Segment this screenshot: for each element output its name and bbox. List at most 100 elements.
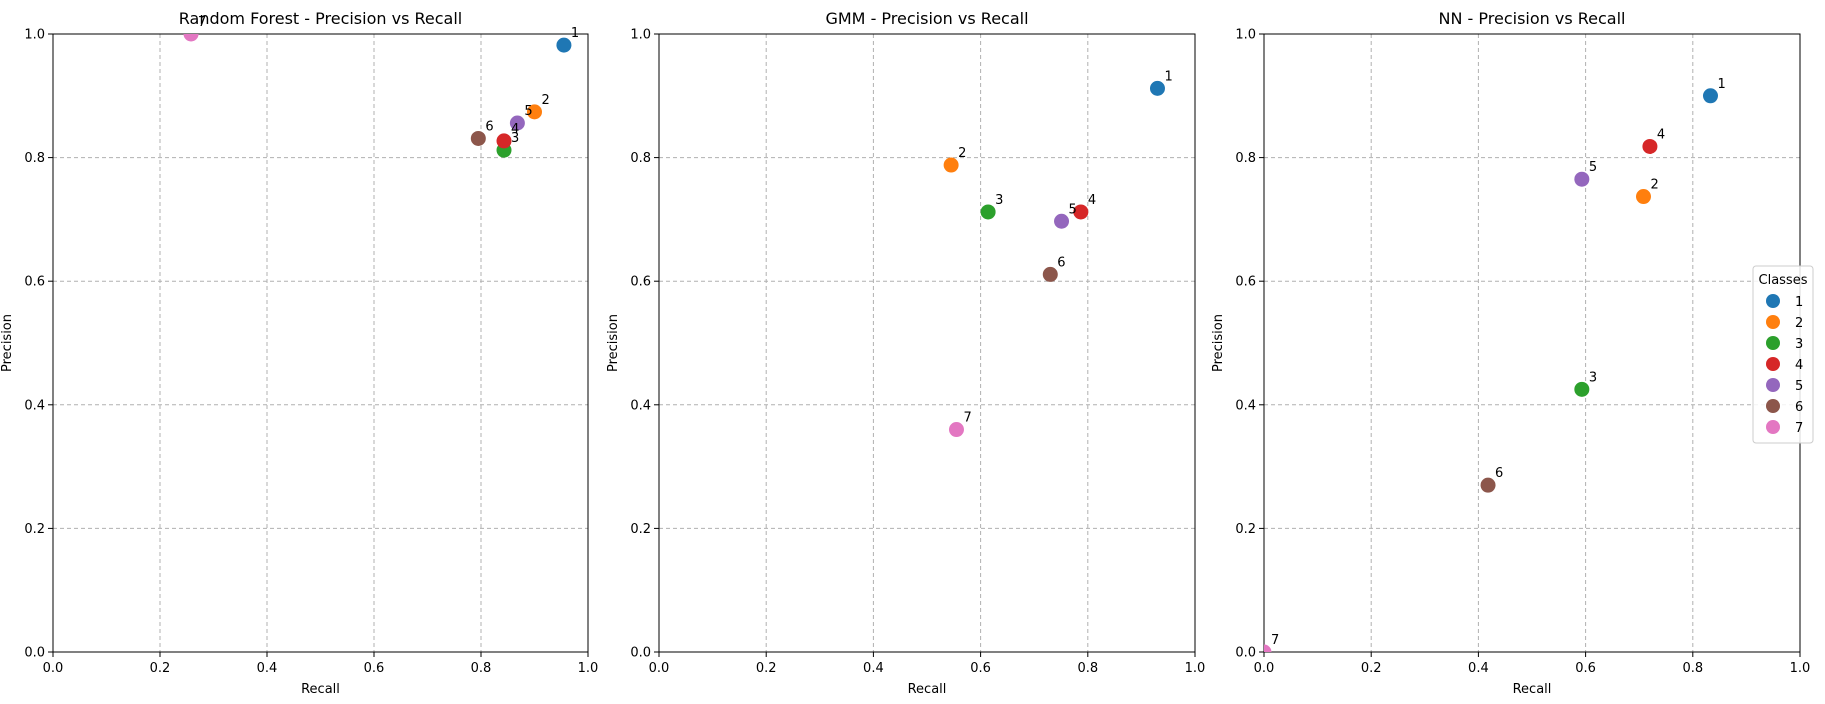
point-class-4 <box>496 133 512 149</box>
x-tick-label: 0.6 <box>364 661 385 676</box>
y-tick-label: 0.6 <box>630 275 651 290</box>
legend-label-4: 4 <box>1795 358 1803 373</box>
point-label-4: 4 <box>1088 193 1096 208</box>
point-class-6 <box>1042 266 1058 282</box>
point-label-3: 3 <box>511 131 519 146</box>
x-tick-label: 0.6 <box>970 661 991 676</box>
axes-frame <box>658 33 1196 653</box>
point-label-4: 4 <box>511 122 519 137</box>
legend-label-7: 7 <box>1795 421 1803 436</box>
x-tick-label: 0.0 <box>649 661 670 676</box>
x-tick-label: 0.4 <box>257 661 278 676</box>
x-tick-label: 0.2 <box>150 661 171 676</box>
chart-title: NN - Precision vs Recall <box>1439 9 1626 28</box>
y-axis-label: Precision <box>0 314 15 372</box>
axes-frame <box>1263 33 1801 653</box>
points <box>1264 88 1718 652</box>
point-label-2: 2 <box>542 93 550 108</box>
point-class-3 <box>1574 381 1590 397</box>
point-class-5 <box>1574 171 1590 187</box>
point-label-4: 4 <box>1657 127 1665 142</box>
point-class-4 <box>1642 138 1658 154</box>
y-tick-label: 0.2 <box>630 522 651 537</box>
axes-frame <box>52 33 589 653</box>
chart-title: GMM - Precision vs Recall <box>825 9 1028 28</box>
chart-title: Random Forest - Precision vs Recall <box>179 9 462 28</box>
legend-label-2: 2 <box>1795 316 1803 331</box>
y-tick-label: 0.8 <box>24 151 45 166</box>
y-axis-label: Precision <box>606 314 621 372</box>
point-class-2 <box>1635 189 1651 205</box>
point-class-6 <box>470 130 486 146</box>
legend-label-1: 1 <box>1795 295 1803 310</box>
x-tick-label: 1.0 <box>578 661 599 676</box>
legend-box <box>1752 265 1814 444</box>
panel-1: 0.0 0.2 0.4 0.6 0.8 1.0 0.0 0.2 0.4 0.6 0.8 1.0 Rand… <box>0 9 598 697</box>
y-tick-label: 1.0 <box>630 28 651 43</box>
y-tick-label: 0.8 <box>630 151 651 166</box>
point-class-1 <box>1702 88 1718 104</box>
x-tick-label: 0.2 <box>756 661 777 676</box>
y-tick-label: 0.8 <box>1235 151 1256 166</box>
point-label-2: 2 <box>1650 178 1658 193</box>
point-label-1: 1 <box>571 26 579 41</box>
legend-marker-6 <box>1766 399 1780 413</box>
point-label-3: 3 <box>995 193 1003 208</box>
point-label-7: 7 <box>963 411 971 426</box>
x-tick-label: 0.0 <box>1254 661 1275 676</box>
y-tick-label: 0.4 <box>1235 398 1256 413</box>
point-class-1 <box>1149 80 1165 96</box>
legend-label-5: 5 <box>1795 379 1803 394</box>
x-tick-label: 0.2 <box>1361 661 1382 676</box>
y-axis-label: Precision <box>1211 314 1226 372</box>
legend-marker-1 <box>1766 294 1780 308</box>
y-tick-label: 0.0 <box>1235 646 1256 661</box>
legend-label-6: 6 <box>1795 400 1803 415</box>
legend-label-3: 3 <box>1795 337 1803 352</box>
y-tick-label: 0.6 <box>1235 275 1256 290</box>
point-class-2 <box>527 104 542 120</box>
point-label-7: 7 <box>198 15 206 30</box>
point-class-5 <box>1054 213 1070 229</box>
x-tick-label: 0.4 <box>863 661 884 676</box>
panels: 0.0 0.2 0.4 0.6 0.8 1.0 0.0 0.2 0.4 0.6 0.8 1.0 Rand… <box>0 9 1810 697</box>
point-label-6: 6 <box>1495 466 1503 481</box>
point-label-7: 7 <box>1271 633 1279 648</box>
point-class-6 <box>1480 477 1496 493</box>
point-class-2 <box>943 157 959 173</box>
x-tick-label: 0.8 <box>1077 661 1098 676</box>
point-class-7 <box>948 422 964 438</box>
point-label-6: 6 <box>1057 255 1065 270</box>
panel-3: 0.0 0.2 0.4 0.6 0.8 1.0 0.0 0.2 0.4 0.6 0.8 1.0 NN -… <box>1211 9 1810 697</box>
x-tick-label: 0.8 <box>1682 661 1703 676</box>
point-label-2: 2 <box>958 146 966 161</box>
point-class-5 <box>509 115 525 131</box>
y-tick-label: 0.2 <box>1235 522 1256 537</box>
legend-marker-7 <box>1766 420 1780 434</box>
point-label-1: 1 <box>1717 77 1725 92</box>
point-class-3 <box>980 204 996 220</box>
x-tick-label: 1.0 <box>1185 661 1206 676</box>
x-tick-label: 0.4 <box>1468 661 1489 676</box>
point-label-6: 6 <box>485 119 493 134</box>
panel-2: 0.0 0.2 0.4 0.6 0.8 1.0 0.0 0.2 0.4 0.6 0.8 1.0 GMM … <box>606 9 1205 697</box>
y-tick-label: 0.6 <box>24 275 45 290</box>
legend-marker-5 <box>1766 378 1780 392</box>
legend-marker-2 <box>1766 315 1780 329</box>
x-axis-label: Recall <box>301 682 340 697</box>
x-tick-label: 1.0 <box>1790 661 1811 676</box>
point-label-5: 5 <box>524 104 532 119</box>
x-axis-label: Recall <box>1513 682 1552 697</box>
points <box>943 80 1165 438</box>
y-tick-label: 0.0 <box>630 646 651 661</box>
points <box>183 34 572 158</box>
point-label-1: 1 <box>1164 69 1172 84</box>
legend-marker-4 <box>1766 357 1780 371</box>
point-label-5: 5 <box>1589 160 1597 175</box>
legend-title: Classes <box>1759 273 1808 288</box>
point-class-4 <box>1073 204 1089 220</box>
point-class-1 <box>556 37 572 53</box>
x-tick-label: 0.8 <box>471 661 492 676</box>
y-tick-label: 0.0 <box>24 646 45 661</box>
